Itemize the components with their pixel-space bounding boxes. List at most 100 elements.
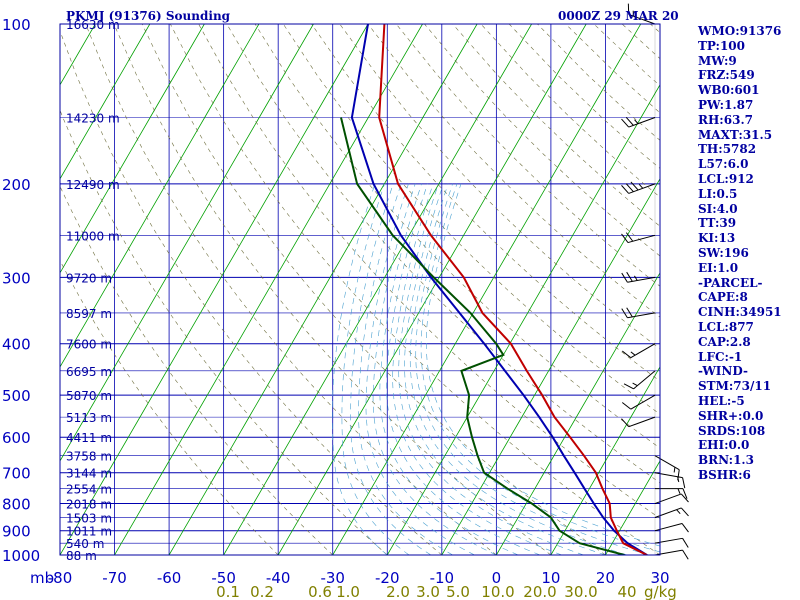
wind-staff [654,493,682,505]
height-label: 5870 m [66,389,112,403]
wind-barbs [621,3,689,560]
stat-line: EI:1.0 [698,260,739,275]
wind-staff [633,370,656,390]
wind-flag [682,549,689,560]
stat-line: CINH:34951 [698,305,782,320]
stat-line: SI:4.0 [698,201,738,216]
wind-staff [630,343,656,359]
wind-flag [621,418,630,428]
wind-barb [621,416,656,428]
dry-adiabat [60,185,333,555]
temperature-tick-label: -10 [430,569,455,587]
mixing-ratio-label: 0.2 [250,583,274,600]
pressure-tick-label: 400 [2,336,31,354]
wind-barb [654,472,686,489]
wind-flag [626,271,633,282]
wind-flag [682,488,688,499]
pressure-tick-label: 600 [2,429,31,447]
stat-line: STM:73/11 [698,379,772,394]
skewed-isotherm [441,178,660,555]
mixing-ratio-label: 2.0 [386,583,410,600]
station-title: PKMJ (91376) Sounding [66,9,231,23]
traces-layer [340,24,648,555]
wind-barb [621,307,656,319]
temperature-tick-label: -40 [266,569,291,587]
wind-flag [623,383,634,390]
stat-line: CAPE:8 [698,290,748,305]
wind-half-flag [634,119,639,124]
skewed-isotherm [114,24,423,555]
temperature-tick-label: 20 [596,569,615,587]
dry-adiabat [170,24,660,555]
wind-barb [654,507,689,518]
temperature-tick-label: 0 [492,569,502,587]
temperature-tick-label: -80 [48,569,73,587]
wind-flag [682,477,686,489]
wind-staff [628,183,656,194]
stat-line: WMO:91376 [698,24,782,38]
moist-adiabat [365,183,475,555]
wind-flag [680,493,689,503]
wind-staff [654,522,683,532]
height-label: 5113 m [66,411,112,425]
height-label: 11000 m [66,229,120,243]
pressure-tick-label: 300 [2,269,31,287]
temperature-tick-label: -50 [211,569,236,587]
pressure-tick-label: 1000 [2,547,40,565]
wind-staff [630,394,656,410]
skewed-isotherm [550,366,660,555]
height-label: 7600 m [66,338,112,352]
moist-adiabat [372,183,497,555]
height-label: 3758 m [66,450,112,464]
stat-line: BRN:1.3 [698,453,754,468]
dry-adiabat [85,24,497,555]
stat-line: EHI:0.0 [698,438,750,453]
mixing-ratio-label: 20.0 [523,583,556,600]
wind-staff [628,416,656,428]
stat-line: TT:39 [698,216,737,231]
stat-line: CAP:2.8 [698,334,751,349]
wind-half-flag [630,351,636,356]
dry-adiabat [395,24,660,287]
temperature-tick-label: -30 [320,569,345,587]
height-label: 1011 m [66,525,112,539]
moist-adiabat [379,183,519,555]
stat-line: SW:196 [698,245,749,260]
wind-staff [654,549,683,556]
stat-line: TH:5782 [698,142,757,157]
stat-line: LI:0.5 [698,186,738,201]
stat-line: LFC:-1 [698,349,743,364]
wind-flag [621,308,628,319]
moist-adiabat [409,183,628,555]
wind-flag [621,233,629,243]
temperature-tick-label: 10 [541,569,560,587]
mixing-ratio-unit: g/kg [644,583,677,600]
parcel-trace [350,24,648,555]
moist-adiabat [426,183,660,547]
plot-frame [59,23,661,556]
wind-staff [654,507,682,518]
wind-barb [623,370,656,390]
mixing-ratio-label: 3.0 [416,583,440,600]
wind-half-flag [673,467,676,473]
skewed-isotherm [60,24,369,555]
height-label: 2554 m [66,483,112,497]
height-label: 88 m [66,549,97,563]
stat-line: FRZ:549 [698,68,755,83]
wind-flag [621,402,632,410]
wind-barb [621,232,656,244]
dry-adiabat [367,24,660,318]
wind-flag [625,117,634,126]
mixing-ratio-label: 1.0 [336,583,360,600]
height-label: 3144 m [66,467,112,481]
wind-staff [627,234,656,244]
moist-adiabat [386,183,541,555]
stat-line: BSHR:6 [698,467,751,482]
dry-adiabat [60,30,443,555]
wind-flag [621,118,630,128]
temperature-tick-label: -70 [102,569,127,587]
temperature-tick-label: -20 [375,569,400,587]
wind-flag [621,350,632,359]
pressure-tick-label: 200 [2,176,31,194]
height-label: 12490 m [66,178,120,192]
